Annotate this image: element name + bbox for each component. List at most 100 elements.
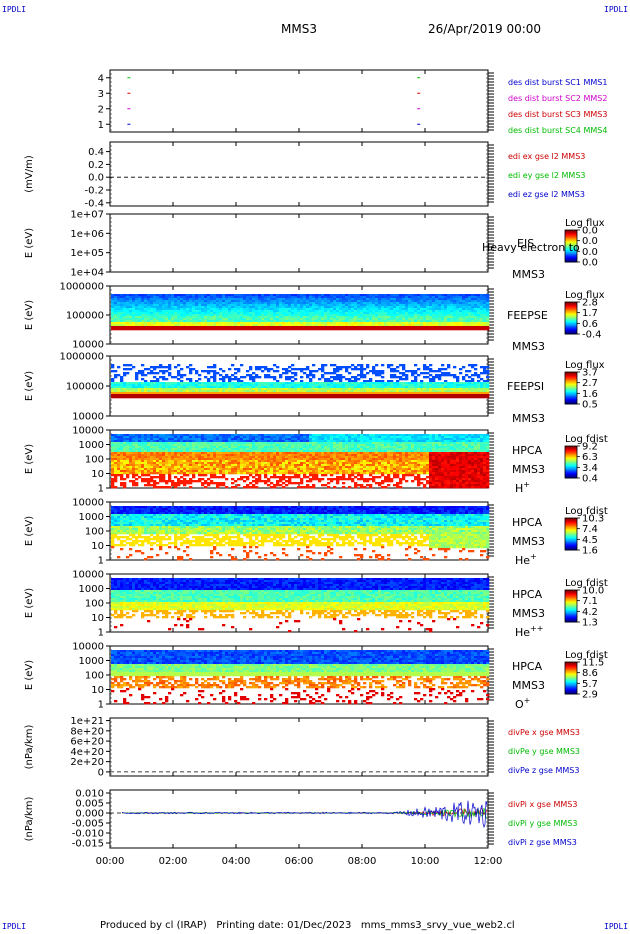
spectrogram-cell [411, 372, 415, 375]
spectrogram-cell [198, 300, 202, 303]
spectrogram-cell [273, 324, 277, 327]
spectrogram-cell [129, 304, 133, 307]
spectrogram-cell [309, 302, 313, 305]
spectrogram-cell [180, 452, 184, 455]
spectrogram-cell [294, 318, 298, 321]
spectrogram-cell [486, 294, 490, 297]
spectrogram-cell [219, 378, 223, 381]
spectrogram-cell [228, 326, 232, 329]
colorbar-title: Log fdist [565, 434, 608, 445]
spectrogram-cell [273, 370, 277, 373]
spectrogram-cell [264, 324, 268, 327]
spectrogram-cell [246, 326, 250, 329]
spectrogram-cell [114, 388, 118, 391]
spectrogram-cell [444, 314, 448, 317]
spectrogram-cell [198, 384, 202, 387]
spectrogram-cell [174, 448, 178, 451]
spectrogram-cell [411, 324, 415, 327]
spectrogram-cell [120, 312, 124, 315]
spectrogram-cell [171, 390, 175, 393]
spectrogram-cell [276, 320, 280, 323]
spectrogram-cell [351, 328, 355, 331]
spectrogram-cell [126, 462, 130, 465]
spectrogram-cell [330, 314, 334, 317]
spectrogram-cell [156, 372, 160, 375]
spectrogram-cell [165, 392, 169, 395]
spectrogram-cell [135, 396, 139, 399]
spectrogram-cell [180, 434, 184, 437]
spectrogram-cell [309, 374, 313, 377]
spectrogram-cell [435, 390, 439, 393]
spectrogram-cell [321, 388, 325, 391]
spectrogram-cell [462, 390, 466, 393]
spectrogram-cell [270, 394, 274, 397]
right-axis-bar [488, 144, 494, 204]
spectrogram-cell [432, 296, 436, 299]
spectrogram-cell [201, 392, 205, 395]
spectrogram-cell [411, 318, 415, 321]
spectrogram-cell [486, 370, 490, 373]
spectrogram-cell [270, 326, 274, 329]
spectrogram-cell [366, 294, 370, 297]
spectrogram-cell [237, 322, 241, 325]
spectrogram-cell [252, 294, 256, 297]
spectrogram-cell [387, 300, 391, 303]
spectrogram-cell [432, 386, 436, 389]
spectrogram-cell [357, 328, 361, 331]
spectrogram-cell [117, 460, 121, 463]
spectrogram-cell [486, 396, 490, 399]
spectrogram-cell [189, 384, 193, 387]
spectrogram-cell [183, 300, 187, 303]
spectrogram-cell [378, 328, 382, 331]
spectrogram-cell [465, 390, 469, 393]
colorbar-swatch [565, 306, 577, 308]
spectrogram-cell [450, 390, 454, 393]
spectrogram-cell [285, 308, 289, 311]
spectrogram-cell [267, 304, 271, 307]
spectrogram-cell [351, 380, 355, 383]
colorbar-swatch [565, 456, 577, 459]
spectrogram-cell [399, 394, 403, 397]
spectrogram-cell [486, 380, 490, 383]
spectrogram-cell [225, 326, 229, 329]
spectrogram-cell [138, 318, 142, 321]
panel-border [109, 69, 489, 133]
spectrogram-cell [192, 304, 196, 307]
spectrogram-cell [228, 322, 232, 325]
spectrogram-cell [168, 368, 172, 371]
spectrogram-cell [282, 368, 286, 371]
spectrogram-cell [240, 376, 244, 379]
spectrogram-cell [195, 296, 199, 299]
spectrogram-cell [405, 388, 409, 391]
spectrogram-cell [417, 296, 421, 299]
spectrogram-cell [321, 328, 325, 331]
spectrogram-cell [144, 470, 148, 473]
spectrogram-cell [318, 310, 322, 313]
spectrogram-cell [468, 312, 472, 315]
spectrogram-cell [276, 316, 280, 319]
spectrogram-cell [207, 380, 211, 383]
spectrogram-cell [426, 368, 430, 371]
spectrogram-cell [261, 300, 265, 303]
spectrogram-cell [459, 394, 463, 397]
spectrogram-cell [162, 448, 166, 451]
spectrogram-cell [144, 438, 148, 441]
spectrogram-cell [186, 440, 190, 443]
spectrogram-cell [372, 308, 376, 311]
spectrogram-cell [117, 296, 121, 299]
spectrogram-cell [366, 312, 370, 315]
spectrogram-cell [264, 368, 268, 371]
spectrogram-cell [408, 314, 412, 317]
spectrogram-cell [402, 298, 406, 301]
instrument-label: HPCA [512, 444, 543, 457]
spectrogram-cell [183, 440, 187, 443]
spectrogram-cell [468, 304, 472, 307]
spectrogram-cell [288, 318, 292, 321]
spectrogram-cell [354, 386, 358, 389]
spectrogram-cell [258, 296, 262, 299]
spectrogram-cell [186, 466, 190, 469]
spectrogram-cell [192, 456, 196, 459]
spectrogram-cell [447, 382, 451, 385]
spectrogram-cell [450, 396, 454, 399]
spectrogram-cell [354, 322, 358, 325]
